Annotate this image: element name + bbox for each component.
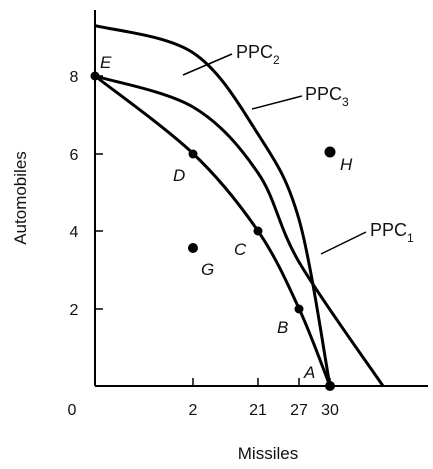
point-D-dot bbox=[188, 149, 198, 159]
point-E-dot bbox=[90, 71, 100, 81]
y-axis-title: Automobiles bbox=[11, 151, 30, 245]
point-D-label: D bbox=[173, 166, 185, 185]
y-tick-marks bbox=[95, 75, 103, 310]
ppc3-label: PPC3 bbox=[305, 84, 349, 109]
point-A-dot bbox=[325, 381, 335, 391]
ppc2-curve bbox=[94, 24, 332, 387]
x-axis-title: Missiles bbox=[238, 444, 298, 463]
y-tick-label-2: 2 bbox=[70, 302, 79, 319]
ppc3-curve bbox=[94, 74, 385, 387]
point-C-dot bbox=[253, 226, 263, 236]
y-tick-label-8: 8 bbox=[70, 69, 79, 86]
point-B-label: B bbox=[277, 318, 288, 337]
y-tick-label-4: 4 bbox=[70, 224, 79, 241]
x-tick-label-2: 21 bbox=[249, 402, 267, 419]
point-A-label: A bbox=[303, 363, 315, 382]
point-C-label: C bbox=[234, 240, 247, 259]
point-B-dot bbox=[294, 304, 304, 314]
point-H-label: H bbox=[340, 155, 353, 174]
point-E-label: E bbox=[100, 53, 112, 72]
x-tick-label-1: 2 bbox=[189, 402, 198, 419]
ppc1-label: PPC1 bbox=[370, 220, 414, 245]
point-G-label: G bbox=[201, 260, 214, 279]
point-H-dot bbox=[324, 146, 336, 158]
y-tick-label-6: 6 bbox=[70, 147, 79, 164]
ppc-leader-lines bbox=[182, 53, 367, 255]
x-tick-label-0: 0 bbox=[68, 402, 77, 419]
ppc2-label: PPC2 bbox=[236, 42, 280, 67]
point-G-dot bbox=[188, 243, 198, 253]
x-tick-label-3: 27 bbox=[290, 402, 308, 419]
x-tick-label-4: 30 bbox=[321, 402, 339, 419]
